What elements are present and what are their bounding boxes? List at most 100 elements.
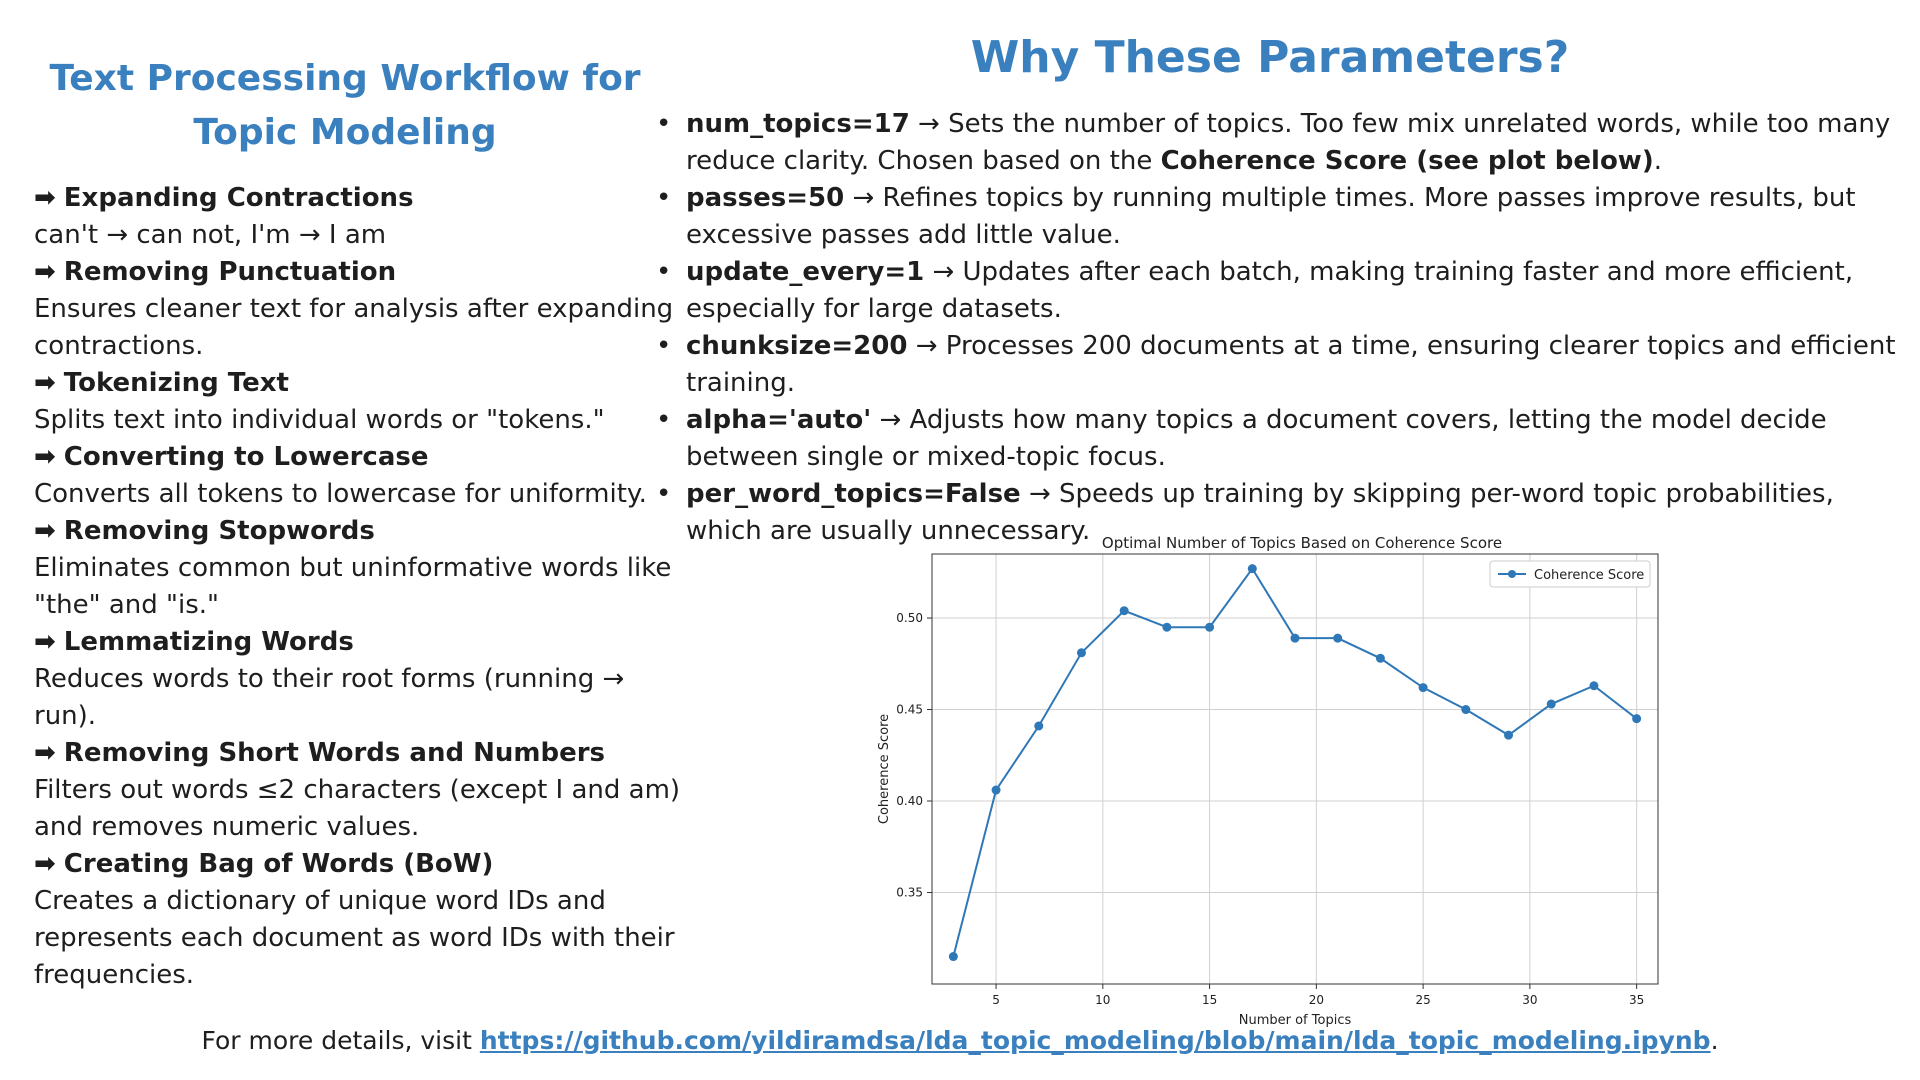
step-heading-text: Removing Short Words and Numbers <box>63 738 606 768</box>
workflow-title: Text Processing Workflow for Topic Model… <box>40 52 650 160</box>
footer: For more details, visit https://github.c… <box>0 1024 1920 1058</box>
parameter-name: alpha='auto' <box>686 405 872 435</box>
workflow-step: ➡ Creating Bag of Words (BoW) Creates a d… <box>34 846 694 994</box>
coherence-point <box>991 785 1001 795</box>
workflow-step: ➡ Removing Punctuation Ensures cleaner te… <box>34 254 694 365</box>
parameter-text: → Speeds up training by skipping per-wor… <box>686 479 1834 546</box>
step-description: can't → can not, I'm → I am <box>34 220 387 250</box>
x-tick-label: 15 <box>1202 993 1217 1007</box>
chart-grid <box>932 554 1658 984</box>
legend-label: Coherence Score <box>1534 568 1644 583</box>
step-description: Filters out words ≤2 characters (except … <box>34 775 681 842</box>
coherence-point <box>1461 705 1471 715</box>
right-arrow-icon: ➡ <box>34 368 56 398</box>
bullet-icon: • <box>656 183 672 213</box>
step-heading-text: Expanding Contractions <box>63 183 414 213</box>
coherence-point <box>1034 721 1044 731</box>
step-description: Creates a dictionary of unique word IDs … <box>34 886 675 990</box>
right-arrow-icon: ➡ <box>34 183 56 213</box>
y-tick-label: 0.35 <box>896 886 923 900</box>
parameter-list: • num_topics=17 → Sets the number of topi… <box>650 106 1910 550</box>
step-heading: ➡ Removing Stopwords <box>34 513 694 550</box>
parameter-item: • alpha='auto' → Adjusts how many topics … <box>650 402 1910 476</box>
parameter-name: update_every=1 <box>686 257 925 287</box>
workflow-step: ➡ Tokenizing Text Splits text into indivi… <box>34 365 694 439</box>
parameter-text-end: . <box>1653 146 1662 176</box>
right-arrow-icon: ➡ <box>34 442 56 472</box>
workflow-step: ➡ Removing Stopwords Eliminates common bu… <box>34 513 694 624</box>
coherence-point <box>1205 622 1215 632</box>
y-tick-label: 0.50 <box>896 611 923 625</box>
right-arrow-icon: ➡ <box>34 516 56 546</box>
workflow-step: ➡ Expanding Contractions can't → can not,… <box>34 180 694 254</box>
x-tick-label: 10 <box>1095 993 1110 1007</box>
x-tick-label: 25 <box>1415 993 1430 1007</box>
step-heading-text: Creating Bag of Words (BoW) <box>63 849 494 879</box>
parameter-item: • per_word_topics=False → Speeds up train… <box>650 476 1910 550</box>
footer-suffix: . <box>1710 1026 1719 1055</box>
workflow-step: ➡ Converting to Lowercase Converts all to… <box>34 439 694 513</box>
parameter-text: → Sets the number of topics. Too few mix… <box>686 109 1891 176</box>
step-heading: ➡ Removing Short Words and Numbers <box>34 735 694 772</box>
workflow-step: ➡ Removing Short Words and Numbers Filter… <box>34 735 694 846</box>
step-heading-text: Lemmatizing Words <box>63 627 354 657</box>
parameter-name: passes=50 <box>686 183 845 213</box>
right-arrow-icon: ➡ <box>34 257 56 287</box>
legend-box <box>1489 560 1651 588</box>
coherence-point <box>1162 622 1172 632</box>
step-heading: ➡ Converting to Lowercase <box>34 439 694 476</box>
step-description: Ensures cleaner text for analysis after … <box>34 294 674 361</box>
parameter-text: → Processes 200 documents at a time, ens… <box>686 331 1896 398</box>
parameter-name: num_topics=17 <box>686 109 910 139</box>
bullet-icon: • <box>656 109 672 139</box>
coherence-point <box>1290 633 1300 643</box>
step-heading: ➡ Expanding Contractions <box>34 180 694 217</box>
coherence-point <box>1119 606 1129 616</box>
workflow-title-line2: Topic Modeling <box>193 112 497 153</box>
step-description: Splits text into individual words or "to… <box>34 405 605 435</box>
step-heading-text: Converting to Lowercase <box>63 442 429 472</box>
step-description: Converts all tokens to lowercase for uni… <box>34 479 647 509</box>
workflow-step: ➡ Lemmatizing Words Reduces words to thei… <box>34 624 694 735</box>
step-description: Eliminates common but uninformative word… <box>34 553 672 620</box>
footer-prefix: For more details, visit <box>201 1026 480 1055</box>
workflow-title-line1: Text Processing Workflow for <box>49 58 641 99</box>
workflow-steps: ➡ Expanding Contractions can't → can not,… <box>34 180 694 994</box>
coherence-point <box>1375 653 1385 663</box>
coherence-point <box>1504 730 1514 740</box>
chart-title: Optimal Number of Topics Based on Cohere… <box>1102 534 1502 552</box>
parameter-name: per_word_topics=False <box>686 479 1021 509</box>
parameter-item: • update_every=1 → Updates after each bat… <box>650 254 1910 328</box>
x-axis-label: Number of Topics <box>1239 1013 1352 1028</box>
coherence-point <box>1247 564 1257 574</box>
coherence-chart: Optimal Number of Topics Based on Cohere… <box>870 528 1670 1028</box>
coherence-point <box>1546 699 1556 709</box>
x-tick-label: 35 <box>1629 993 1644 1007</box>
parameter-name: chunksize=200 <box>686 331 908 361</box>
parameter-item: • chunksize=200 → Processes 200 documents… <box>650 328 1910 402</box>
coherence-point <box>1632 714 1642 724</box>
coherence-point <box>1418 683 1428 693</box>
legend-marker <box>1508 570 1516 578</box>
bullet-icon: • <box>656 331 672 361</box>
x-tick-label: 5 <box>992 993 1000 1007</box>
step-heading: ➡ Removing Punctuation <box>34 254 694 291</box>
notebook-link[interactable]: https://github.com/yildiramdsa/lda_topic… <box>479 1026 1711 1055</box>
coherence-point <box>1333 633 1343 643</box>
chart-series <box>948 564 1642 962</box>
parameter-item: • passes=50 → Refines topics by running m… <box>650 180 1910 254</box>
y-tick-label: 0.40 <box>896 794 923 808</box>
bullet-icon: • <box>656 257 672 287</box>
coherence-point <box>948 952 958 962</box>
y-tick-label: 0.45 <box>896 703 923 717</box>
coherence-point <box>1076 648 1086 658</box>
parameter-item: • num_topics=17 → Sets the number of topi… <box>650 106 1910 180</box>
coherence-point <box>1589 681 1599 691</box>
parameter-emphasis: Coherence Score (see plot below) <box>1160 146 1654 176</box>
step-heading: ➡ Tokenizing Text <box>34 365 694 402</box>
step-heading-text: Tokenizing Text <box>63 368 289 398</box>
chart-legend: Coherence Score <box>1489 560 1651 588</box>
chart-ticks: 5 10 15 20 25 30 35 0.35 0.40 0.45 0.50 <box>896 611 1644 1007</box>
coherence-chart-svg: Optimal Number of Topics Based on Cohere… <box>877 534 1659 1028</box>
right-arrow-icon: ➡ <box>34 849 56 879</box>
